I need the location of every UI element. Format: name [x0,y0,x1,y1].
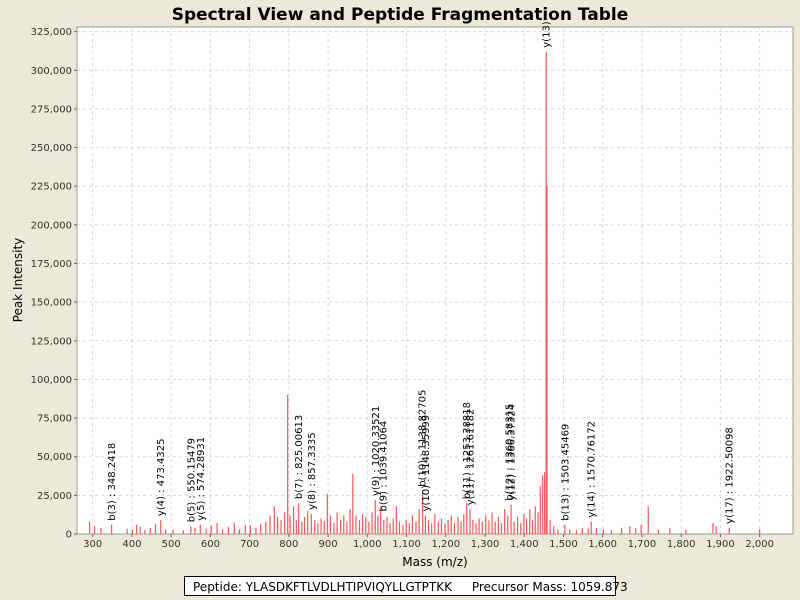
plot-area [76,26,794,535]
y-axis: 0 25,000 50,000 75,000 100,000 125,000 150,000… [31,27,77,541]
x-tick-label: 1,900 [706,539,735,550]
x-tick-label: 1,200 [431,539,460,550]
x-tick-label: 900 [319,539,338,550]
grid-lines [77,27,793,534]
y-tick-label: 0 [66,530,72,541]
y-tick-label: 75,000 [37,414,72,425]
peak-label: b(13) : 1503.45469 [560,424,571,521]
peptide-legend: Peptide: YLASDKFTLVDLHTIPVIQYLLGTPTKK Pr… [184,576,628,596]
x-axis: 300 400 500 600 700 800 900 1,000 1,100 1,200 1,30… [83,534,774,550]
x-tick-label: 1,700 [628,539,657,550]
x-tick-label: 1,300 [471,539,500,550]
peak-series [88,51,761,534]
peak-label: b(3) : 348.2418 [107,443,118,521]
precursor-mass: Precursor Mass: 1059.873 [471,580,628,594]
x-tick-label: 700 [240,539,259,550]
peak-label: b(10) : 1138.82705 [417,390,428,487]
x-tick-label: 1,800 [667,539,696,550]
y-tick-label: 125,000 [31,336,72,347]
peak-label: y(5) : 574.28931 [196,437,207,521]
chart-title: Spectral View and Peptide Fragmentation … [172,5,629,25]
peak-label: y(8) : 857.3335 [307,432,318,510]
y-tick-label: 175,000 [31,259,72,270]
y-tick-label: 200,000 [31,220,72,231]
peak-label: y(17) : 1922.50098 [725,427,736,524]
peak-annotations: b(3) : 348.2418 y(4) : 473.4325 b(5) : 550… [107,21,736,524]
y-tick-label: 25,000 [37,491,72,502]
peptide-sequence: Peptide: YLASDKFTLVDLHTIPVIQYLLGTPTKK [193,580,452,594]
peak-label: y(9) : 1020.33521 [371,406,382,496]
x-tick-label: 1,400 [510,539,539,550]
y-tick-label: 150,000 [31,298,72,309]
x-tick-label: 1,000 [353,539,382,550]
peak-label: y(11) : 1261.61182 [465,409,476,506]
y-tick-label: 275,000 [31,104,72,115]
peak-label: y(10) : 1148.35999 [421,415,432,512]
peak-label: b(12) : 1360.58315 [504,404,515,501]
x-tick-label: 1,600 [588,539,617,550]
peak-label: y(13) [542,21,553,48]
y-axis-label: Peak Intensity [11,238,25,323]
x-tick-label: 800 [279,539,298,550]
y-tick-label: 250,000 [31,143,72,154]
x-tick-label: 300 [83,539,102,550]
x-tick-label: 1,500 [549,539,578,550]
y-tick-label: 300,000 [31,66,72,77]
x-tick-label: 1,100 [392,539,421,550]
peak-label: y(4) : 473.4325 [156,439,167,517]
x-tick-label: 600 [201,539,220,550]
peak-label: b(9) : 1039.41064 [378,421,389,512]
peak-label: b(7) : 825.00613 [294,415,305,499]
x-axis-label: Mass (m/z) [402,555,467,569]
peak-label: y(12) : 1366.37324 [507,404,518,501]
x-tick-label: 500 [162,539,181,550]
y-tick-label: 100,000 [31,375,72,386]
y-tick-label: 50,000 [37,452,72,463]
peak-label: b(5) : 550.15479 [186,438,197,522]
x-tick-label: 2,000 [745,539,774,550]
y-tick-label: 225,000 [31,182,72,193]
peak-label: b(11) : 1253.38818 [462,402,473,499]
peak-label: y(14) : 1570.76172 [587,421,598,518]
y-tick-label: 325,000 [31,27,72,38]
x-tick-label: 400 [122,539,141,550]
